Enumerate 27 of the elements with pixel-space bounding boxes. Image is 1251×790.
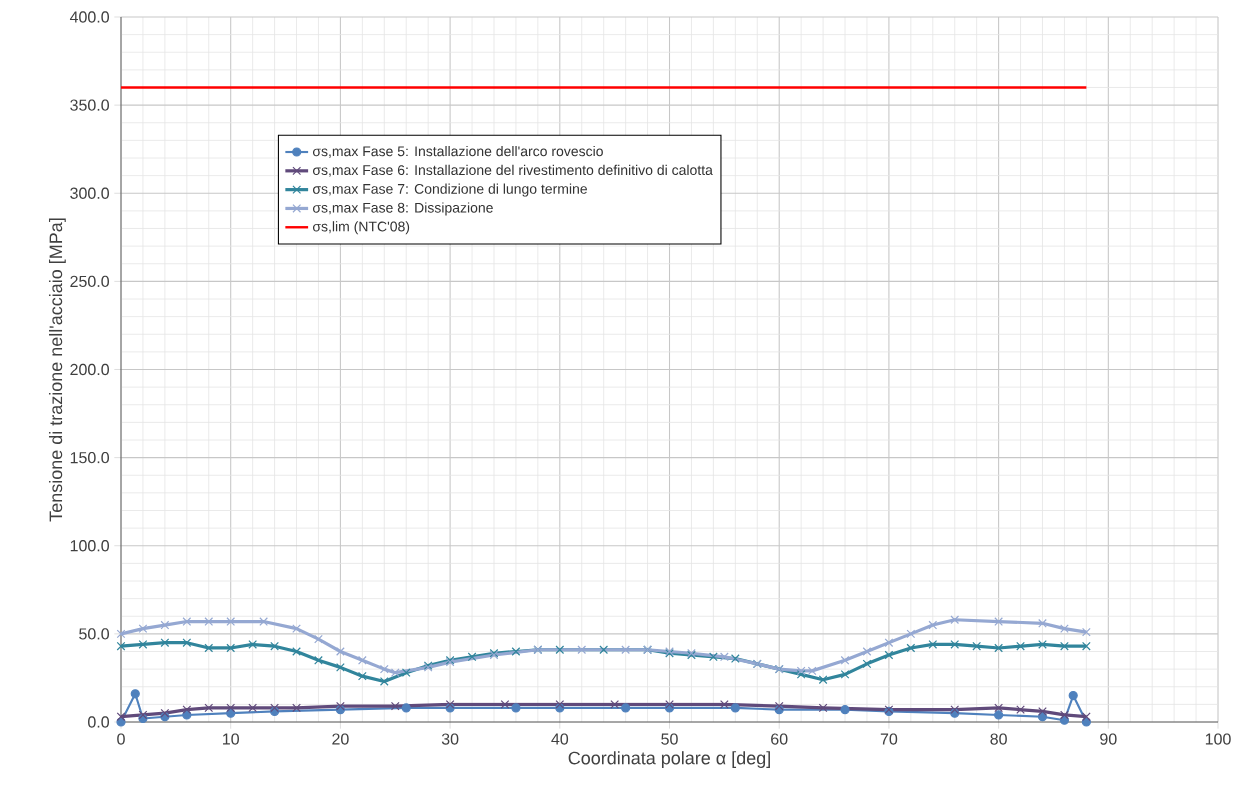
y-tick-label: 350.0 [70,99,110,111]
x-tick-label: 60 [771,733,788,745]
y-axis-title: Tensione di trazione nell'acciaio [MPa] [48,218,66,522]
y-tick-label: 300.0 [70,187,110,199]
x-tick-label: 90 [1100,733,1117,745]
x-tick-label: 70 [880,733,898,745]
y-tick-label: 250.0 [70,275,110,288]
y-tick-label: 150.0 [70,451,110,464]
x-axis-title: Coordinata polare α [deg] [568,751,770,768]
x-tick-label: 10 [223,733,239,745]
x-tick-label: 80 [990,733,1007,745]
legend-label: σs,max Fase 5: Installazione dell'arco rovescio [312,145,603,158]
legend-label: σs,max Fase 6: Installazione del rivestimento definitivo di calotta [312,164,713,177]
x-tick-label: 50 [661,733,678,745]
x-tick-label: 20 [332,733,349,745]
legend-label: σs,max Fase 8: Dissipazione [312,202,493,216]
legend-label: σs,max Fase 7: Condizione di lungo termine [312,183,587,197]
y-tick-label: 100.0 [70,540,110,552]
y-tick-label: 400.0 [69,11,110,23]
x-tick-label: 100 [1205,733,1231,745]
x-tick-label: 40 [551,733,569,745]
y-tick-label: 50.0 [79,628,110,640]
y-tick-label: 0.0 [88,716,110,728]
x-tick-label: 30 [441,733,459,745]
legend-label: σs,lim (NTC'08) [312,221,410,235]
x-tick-label: 0 [117,733,125,745]
y-tick-label: 200.0 [70,363,110,376]
